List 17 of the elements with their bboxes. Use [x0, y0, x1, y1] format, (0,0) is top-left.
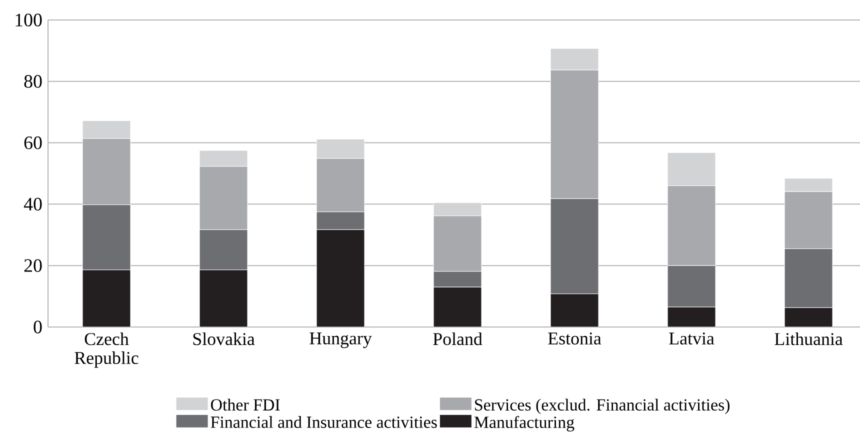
x-tick-label: Czech Republic	[74, 332, 138, 368]
legend-label: Financial and Insurance activities	[210, 416, 437, 428]
x-tick-label: Slovakia	[193, 332, 255, 346]
legend-label: Services (exclud. Financial activities)	[475, 398, 730, 414]
x-tick-label: Hungary	[310, 332, 372, 348]
y-tick-label: 20	[24, 259, 42, 272]
y-tick-label: 0	[34, 320, 42, 334]
y-tick-label: 80	[24, 75, 42, 88]
x-tick-label: Estonia	[548, 332, 602, 345]
y-tick-label: 100	[16, 14, 42, 26]
y-tick-label: 40	[24, 198, 42, 211]
x-tick-label: Latvia	[669, 332, 714, 345]
x-tick-label: Poland	[433, 332, 482, 346]
x-tick-label: Lithuania	[774, 332, 843, 346]
legend-label: Manufacturing	[474, 416, 574, 432]
y-tick-label: 60	[24, 136, 42, 150]
legend-label: Other FDI	[210, 398, 280, 411]
